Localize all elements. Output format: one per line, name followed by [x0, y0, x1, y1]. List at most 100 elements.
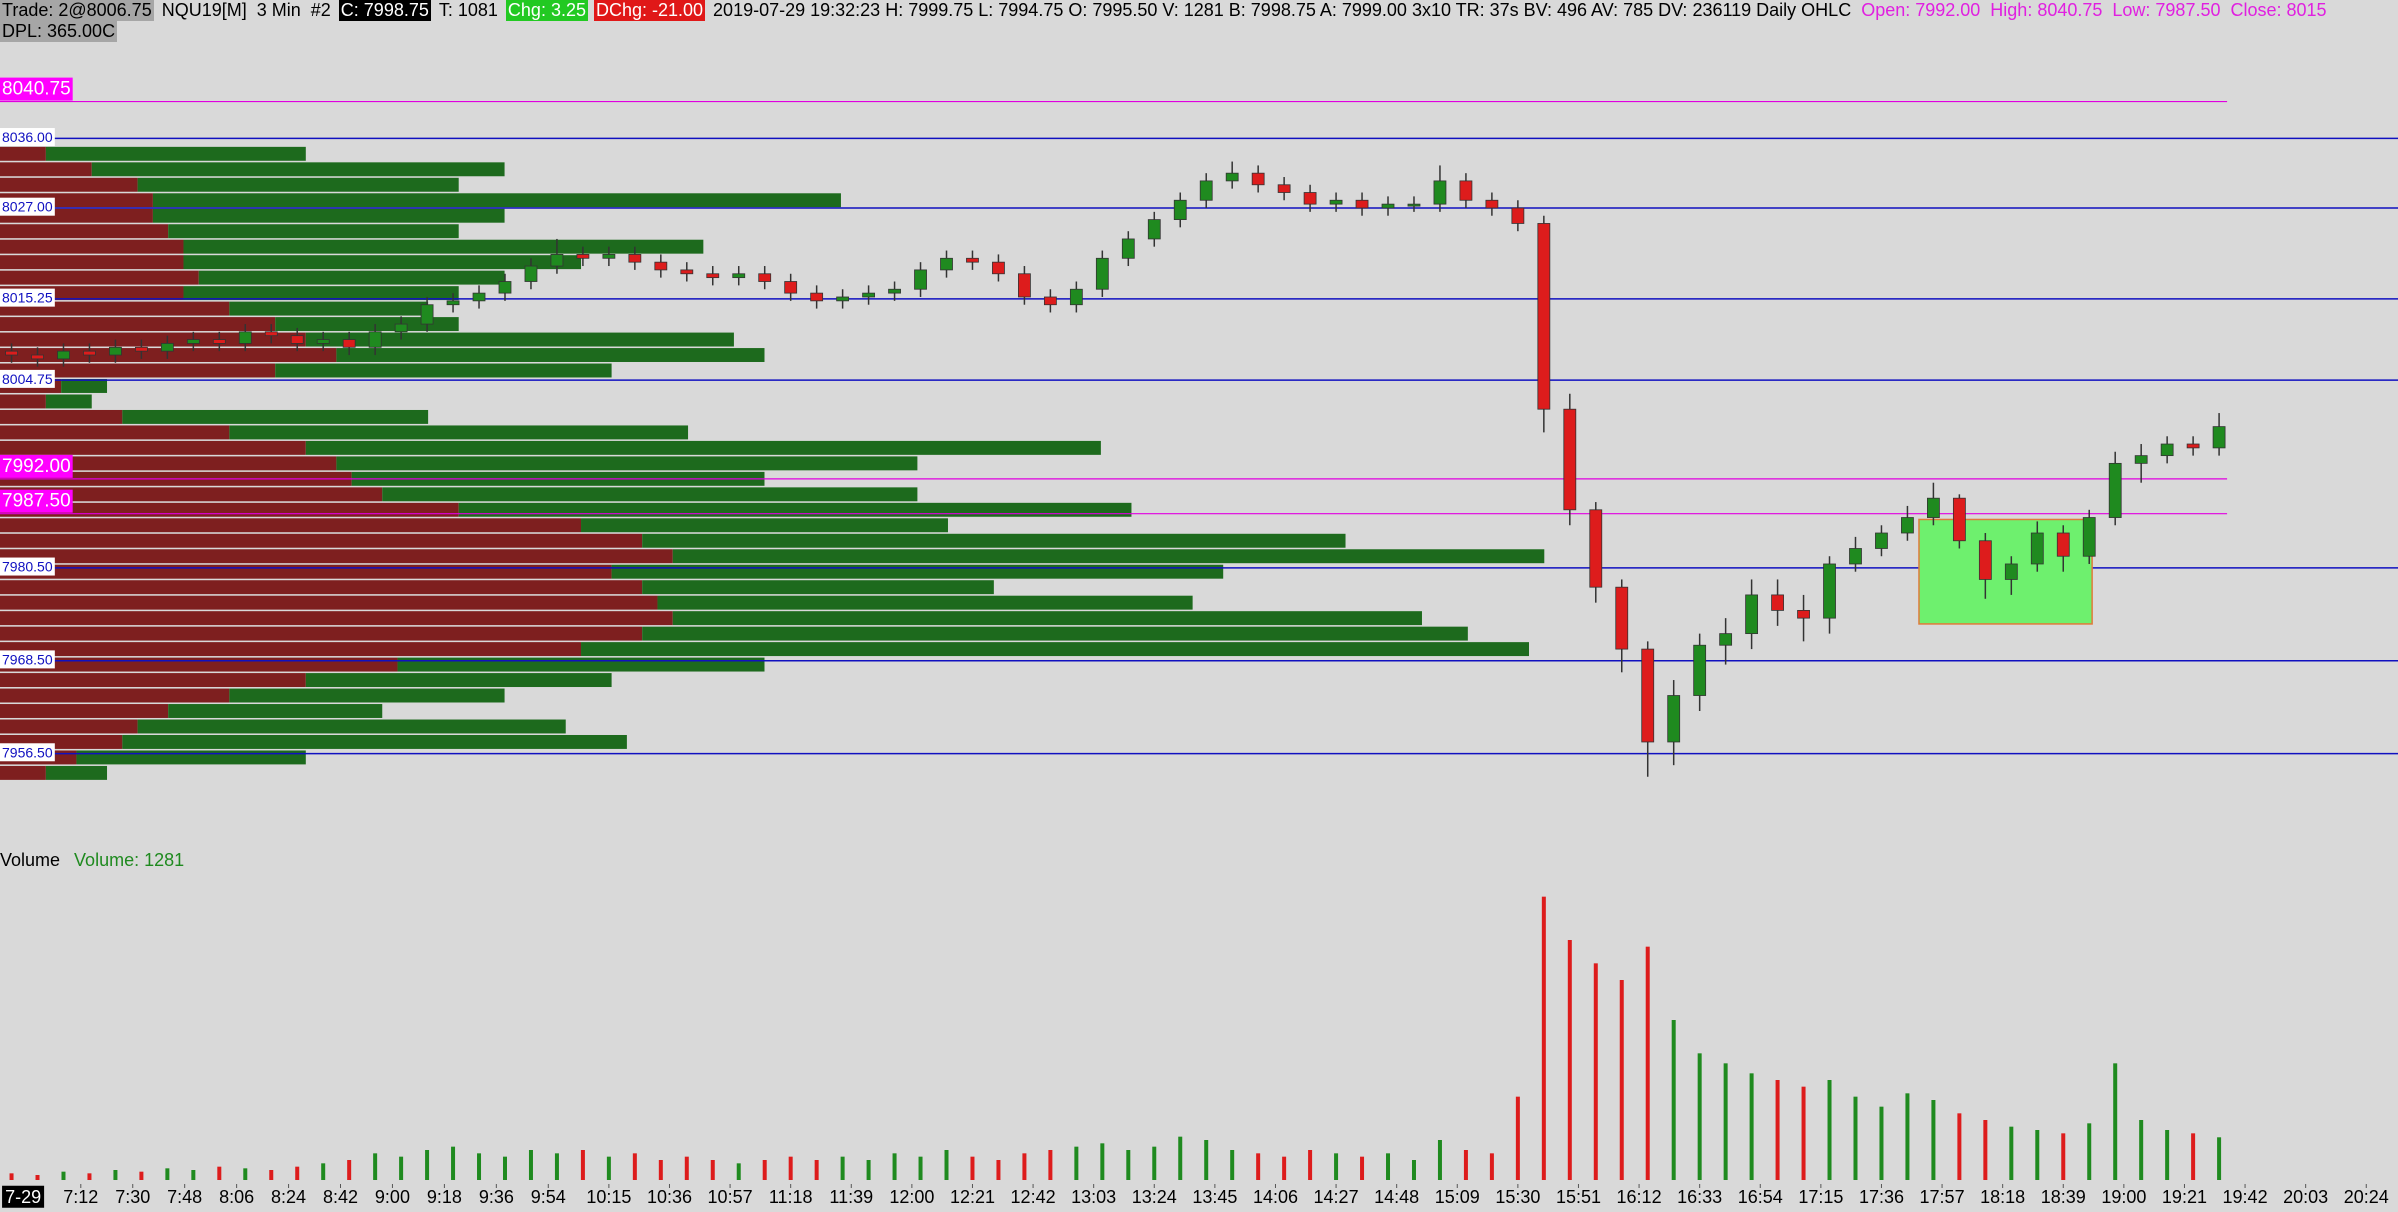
label-box — [0, 288, 55, 307]
profile-buy — [45, 394, 92, 409]
label-box — [0, 557, 55, 576]
x-tick-label: 20:03 — [2283, 1187, 2328, 1207]
volume-bar — [477, 1153, 482, 1180]
candle-body — [940, 257, 953, 271]
profile-sell — [0, 704, 169, 718]
volume-bar — [1619, 980, 1624, 1180]
candle-body — [2004, 563, 2018, 580]
profile-buy — [152, 193, 841, 208]
volume-bar — [165, 1168, 170, 1180]
profile-buy — [122, 409, 429, 424]
volume-bar — [1178, 1136, 1183, 1180]
profile-sell — [0, 549, 673, 564]
volume-bar — [191, 1170, 196, 1180]
volume-bar — [1879, 1106, 1884, 1180]
x-tick-label: 10:36 — [647, 1187, 692, 1207]
candle-body — [836, 296, 850, 302]
volume-bar — [1671, 1020, 1676, 1180]
volume-bar — [1022, 1153, 1027, 1180]
volume-bar — [1437, 1140, 1442, 1180]
candle-body — [1433, 180, 1447, 205]
volume-bar — [373, 1153, 378, 1180]
candle-body — [680, 269, 694, 275]
volume-bar — [2113, 1063, 2118, 1180]
label-box — [0, 650, 55, 669]
profile-buy — [198, 270, 505, 285]
candle-body — [1173, 199, 1187, 220]
candle-body — [1277, 184, 1291, 193]
volume-bar — [684, 1156, 689, 1180]
candle-body — [186, 339, 200, 344]
candle-body — [57, 350, 70, 360]
volume-bar — [554, 1153, 559, 1180]
profile-buy — [229, 688, 505, 703]
volume-bar — [1567, 940, 1572, 1180]
volume-bar — [1411, 1160, 1416, 1180]
candle-body — [2160, 443, 2174, 457]
profile-sell — [0, 363, 276, 378]
profile-buy — [657, 595, 1193, 610]
profile-buy — [275, 363, 612, 378]
x-tick-label: 12:21 — [950, 1187, 995, 1207]
profile-buy — [581, 518, 948, 533]
volume-bar — [1983, 1120, 1988, 1180]
header-item: Close: 8015 — [2230, 0, 2327, 20]
profile-sell — [0, 595, 658, 610]
x-tick-label: 17:36 — [1859, 1187, 1904, 1207]
candle-body — [966, 257, 979, 263]
volume-bar — [399, 1156, 404, 1180]
candle-body — [420, 304, 434, 325]
volume-bar — [1126, 1150, 1131, 1180]
x-tick-label: 9:54 — [531, 1187, 566, 1207]
profile-buy — [672, 549, 1545, 564]
x-tick-label: 15:09 — [1435, 1187, 1480, 1207]
volume-bar — [321, 1163, 326, 1180]
volume-bar — [1697, 1053, 1702, 1180]
candle-body — [576, 254, 590, 259]
volume-bar — [1827, 1080, 1832, 1180]
volume-bar — [1074, 1146, 1079, 1180]
profile-sell — [0, 255, 184, 270]
volume-bar — [61, 1171, 66, 1180]
x-tick-label: 8:24 — [271, 1187, 306, 1207]
candle-body — [1069, 288, 1083, 306]
volume-bar — [1308, 1150, 1313, 1180]
profile-buy — [611, 564, 1224, 579]
candle-body — [446, 300, 460, 306]
profile-buy — [76, 750, 306, 765]
candle-body — [1511, 207, 1525, 224]
candle-body — [706, 273, 720, 279]
volume-bar — [1723, 1063, 1728, 1180]
candle-body — [498, 281, 512, 294]
label-box — [0, 197, 55, 216]
header-item: Low: 7987.50 — [2112, 0, 2221, 20]
candle-body — [316, 339, 330, 344]
header-row: Trade: 2@8006.75 NQU19[M] 3 Min #2 C: 7998.7… — [0, 0, 2398, 21]
candle-body — [290, 335, 304, 344]
profile-sell — [0, 642, 582, 657]
profile-sell — [0, 765, 46, 780]
level-label: 7987.50 — [2, 491, 71, 512]
profile-sell — [0, 301, 230, 316]
candle-body — [2056, 532, 2070, 557]
candle-body — [1225, 172, 1239, 182]
level-label: 8004.75 — [2, 371, 53, 387]
candle-body — [134, 346, 148, 352]
candle-body — [784, 281, 798, 294]
profile-buy — [642, 580, 994, 595]
profile-buy — [305, 332, 734, 347]
candle-body — [1797, 610, 1810, 619]
candle-body — [2186, 443, 2200, 449]
x-tick-label: 19:00 — [2101, 1187, 2146, 1207]
candle-body — [2082, 517, 2096, 557]
volume-bar — [451, 1146, 456, 1180]
volume-bar — [970, 1156, 975, 1180]
volume-bar — [113, 1170, 118, 1180]
candle-body — [1043, 296, 1057, 306]
header-item: NQU19[M] — [161, 0, 247, 20]
candle-body — [1147, 219, 1161, 240]
profile-buy — [397, 657, 765, 672]
header-item: Open: 7992.00 — [1861, 0, 1981, 20]
volume-bar — [1489, 1153, 1494, 1180]
